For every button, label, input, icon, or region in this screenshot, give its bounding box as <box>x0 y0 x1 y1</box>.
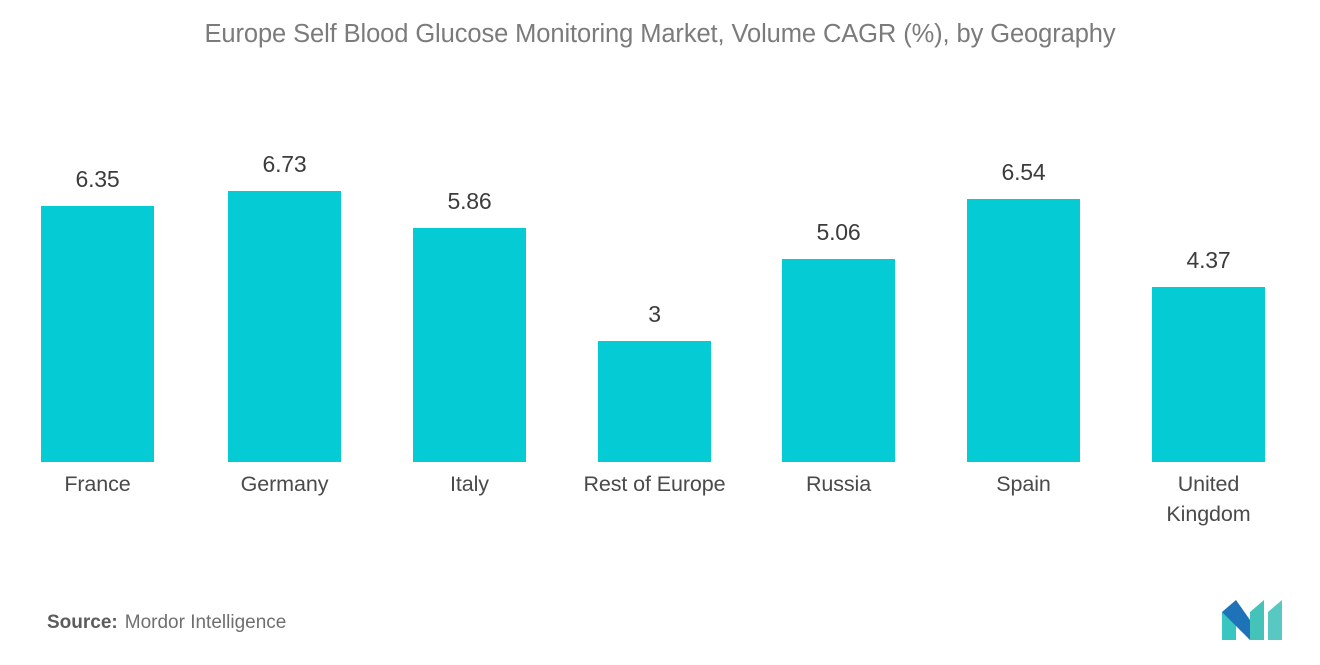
bar-group-france: 6.35 France <box>41 0 154 560</box>
bar-label-united-kingdom: United Kingdom <box>1166 472 1251 526</box>
bar-united-kingdom[interactable] <box>1152 287 1265 462</box>
bar-spain[interactable] <box>967 199 1080 462</box>
bar-group-spain: 6.54 Spain <box>967 0 1080 560</box>
bar-group-germany: 6.73 Germany <box>228 0 341 560</box>
bar-label-france: France <box>64 472 131 496</box>
bar-group-rest-of-europe: 3 Rest of Europe <box>583 0 725 560</box>
bar-label-spain: Spain <box>996 472 1051 496</box>
bar-group-russia: 5.06 Russia <box>782 0 895 560</box>
bar-label-germany: Germany <box>240 472 329 496</box>
bar-group-italy: 5.86 Italy <box>413 0 526 560</box>
bar-label-russia: Russia <box>805 472 872 496</box>
source-label: Source: <box>47 612 118 633</box>
bar-rest-of-europe[interactable] <box>598 341 711 462</box>
bar-germany[interactable] <box>228 191 341 462</box>
chart-title: Europe Self Blood Glucose Monitoring Mar… <box>204 20 1116 48</box>
bar-value-russia: 5.06 <box>816 219 861 245</box>
bar-value-rest-of-europe: 3 <box>648 301 661 327</box>
bar-group-united-kingdom: 4.37 United Kingdom <box>1152 0 1265 560</box>
bar-label-rest-of-europe: Rest of Europe <box>583 472 726 496</box>
bar-italy[interactable] <box>413 228 526 462</box>
bar-value-france: 6.35 <box>75 166 120 192</box>
bar-france[interactable] <box>41 206 154 462</box>
bar-value-italy: 5.86 <box>447 188 492 214</box>
source-value: Mordor Intelligence <box>124 612 287 633</box>
bar-value-united-kingdom: 4.37 <box>1186 247 1231 273</box>
plot-area: 6.35 France 6.73 Germany 5.86 Italy 3 Re… <box>41 0 1265 560</box>
bar-value-germany: 6.73 <box>262 151 307 177</box>
bar-value-spain: 6.54 <box>1001 159 1046 185</box>
source-line: Source: Mordor Intelligence <box>47 612 286 634</box>
mordor-intelligence-logo-icon <box>1216 598 1288 642</box>
bar-label-italy: Italy <box>450 472 489 496</box>
bar-russia[interactable] <box>782 259 895 462</box>
